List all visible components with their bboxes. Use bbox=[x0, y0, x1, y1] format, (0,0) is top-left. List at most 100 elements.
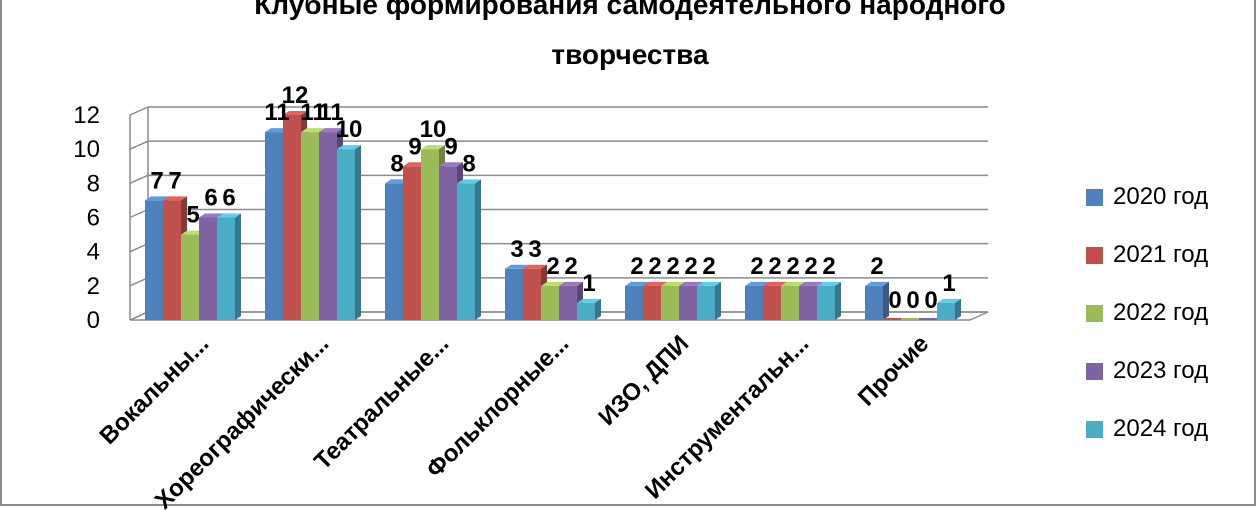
bar-top bbox=[163, 196, 187, 201]
bar-front bbox=[745, 285, 763, 320]
bar-top bbox=[643, 281, 667, 286]
bar-top bbox=[745, 281, 769, 286]
data-label: 6 bbox=[222, 185, 235, 212]
bar-top bbox=[625, 281, 649, 286]
bar-side bbox=[595, 298, 601, 320]
bar-front bbox=[217, 217, 235, 320]
bar-top bbox=[559, 281, 583, 286]
bar-front bbox=[505, 268, 523, 320]
legend-label-2023: 2023 год bbox=[1113, 357, 1209, 384]
y-tick-label: 2 bbox=[87, 273, 100, 300]
bar-front bbox=[301, 132, 319, 320]
bar-top bbox=[439, 162, 463, 167]
bar-top bbox=[799, 281, 823, 286]
data-label: 2 bbox=[648, 253, 661, 280]
bar-front bbox=[541, 285, 559, 320]
bar-side bbox=[955, 298, 961, 320]
legend-item-2024: 2024 год bbox=[1086, 414, 1208, 444]
data-label: 0 bbox=[924, 287, 937, 314]
y-tick-label: 6 bbox=[87, 205, 100, 232]
bar-front bbox=[781, 285, 799, 320]
legend-swatch-2022 bbox=[1086, 304, 1103, 322]
bar-front bbox=[763, 285, 781, 320]
bar bbox=[919, 318, 937, 320]
bar-top bbox=[865, 281, 889, 286]
bar-top bbox=[817, 281, 841, 286]
bar-front bbox=[283, 115, 301, 320]
data-label: 2 bbox=[750, 253, 763, 280]
grid-depth-line bbox=[129, 174, 149, 185]
bar-front bbox=[181, 234, 199, 320]
bar-top bbox=[283, 111, 307, 115]
data-label: 8 bbox=[390, 150, 403, 177]
bar-top bbox=[541, 281, 565, 286]
data-label: 3 bbox=[528, 236, 541, 263]
bar-top bbox=[697, 281, 721, 286]
data-label: 1 bbox=[942, 270, 955, 297]
data-label: 7 bbox=[168, 167, 181, 194]
bar bbox=[817, 281, 841, 320]
data-label: 2 bbox=[870, 253, 883, 280]
bar-front bbox=[163, 200, 181, 320]
data-label: 9 bbox=[444, 133, 457, 160]
bar-front bbox=[883, 318, 901, 320]
x-category-label: Прочие bbox=[853, 330, 934, 411]
legend-item-2020: 2020 год bbox=[1086, 182, 1208, 212]
bar-side bbox=[883, 281, 889, 320]
bar-front bbox=[439, 166, 457, 320]
bar bbox=[577, 298, 601, 320]
bar-front bbox=[817, 285, 835, 320]
bar-front bbox=[319, 132, 337, 320]
data-label: 2 bbox=[822, 253, 835, 280]
bar-top bbox=[577, 298, 601, 303]
bar-front bbox=[919, 318, 937, 320]
bar-side bbox=[715, 281, 721, 320]
legend-label-2022: 2022 год bbox=[1113, 299, 1209, 326]
data-label: 9 bbox=[408, 133, 421, 160]
data-label: 2 bbox=[684, 253, 697, 280]
bar-front bbox=[679, 285, 697, 320]
legend-swatch-2024 bbox=[1086, 420, 1103, 438]
data-label: 10 bbox=[336, 116, 363, 143]
bar-top bbox=[763, 281, 787, 286]
bar-top bbox=[145, 196, 169, 201]
legend-label-2024: 2024 год bbox=[1113, 415, 1209, 442]
legend-swatch-2020 bbox=[1086, 188, 1103, 206]
chart-title-line-2: творчества bbox=[551, 39, 709, 70]
y-tick-label: 12 bbox=[73, 102, 100, 129]
data-label: 2 bbox=[786, 253, 799, 280]
bar-top bbox=[661, 281, 685, 286]
bar-top bbox=[679, 281, 703, 286]
bar-front bbox=[865, 285, 883, 320]
bar-front bbox=[661, 285, 679, 320]
y-tick-label: 8 bbox=[87, 170, 100, 197]
bar bbox=[937, 298, 961, 320]
legend-item-2023: 2023 год bbox=[1086, 356, 1208, 386]
data-label: 2 bbox=[702, 253, 715, 280]
data-label: 11 bbox=[318, 99, 343, 126]
bar-top bbox=[337, 145, 361, 150]
bar-front bbox=[937, 302, 955, 320]
bar-top bbox=[421, 145, 445, 150]
bar-side bbox=[355, 145, 361, 320]
bar-top bbox=[217, 213, 241, 218]
bar-front bbox=[643, 285, 661, 320]
bar-front bbox=[457, 183, 475, 320]
chart-title-line-1: Клубные формирования самодеятельного нар… bbox=[254, 0, 1006, 20]
data-label: 0 bbox=[906, 287, 919, 314]
data-label: 10 bbox=[420, 116, 447, 143]
bar bbox=[217, 213, 241, 320]
data-label: 2 bbox=[630, 253, 643, 280]
data-label: 6 bbox=[204, 185, 217, 212]
grid-depth-line bbox=[129, 140, 149, 150]
data-label: 2 bbox=[564, 253, 577, 280]
legend-label-2020: 2020 год bbox=[1113, 183, 1209, 210]
data-label: 2 bbox=[546, 253, 559, 280]
bar bbox=[457, 179, 481, 320]
bar-front bbox=[799, 285, 817, 320]
bar-top bbox=[301, 128, 325, 133]
y-tick-label: 10 bbox=[73, 136, 100, 163]
legend: 2020 год 2021 год 2022 год 2023 год 2024… bbox=[1086, 182, 1208, 444]
